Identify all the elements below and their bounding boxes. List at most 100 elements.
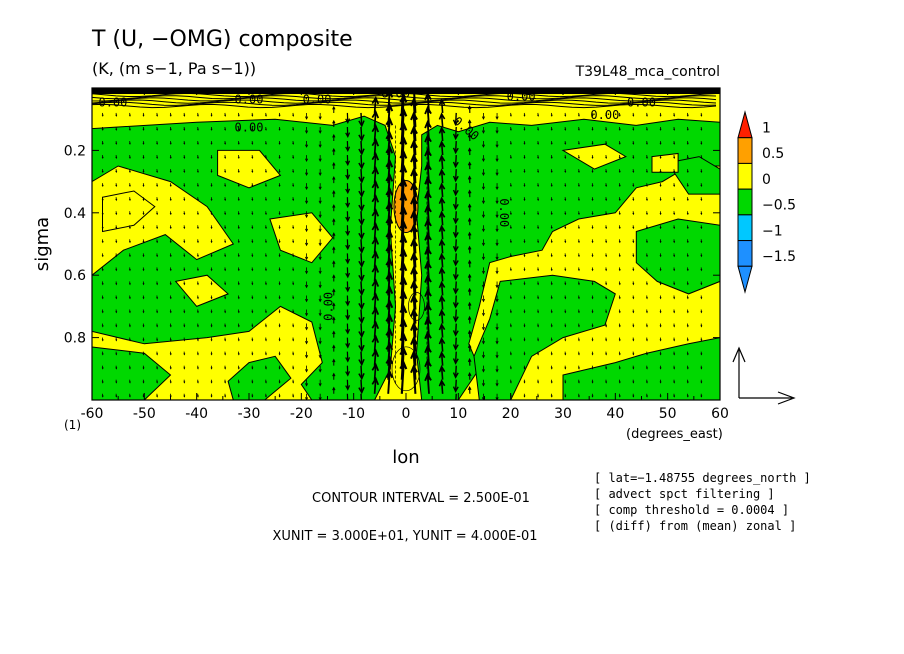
wind-vector-398: [345, 393, 351, 400]
x-tick-label-12: 60: [711, 406, 729, 422]
wind-vector-445: [385, 144, 394, 170]
wind-vector-904: [686, 126, 689, 131]
wind-vector-864: [659, 155, 662, 159]
wind-vector-697: [550, 169, 553, 174]
wind-vector-62: [128, 393, 131, 398]
wind-vector-763: [591, 211, 594, 216]
zero-pocket-1: [217, 149, 282, 189]
wind-vector-540: [438, 308, 446, 324]
wind-vector-73: [142, 253, 145, 258]
wind-vector-29: [115, 225, 118, 230]
x-tick-label-7: 10: [449, 406, 467, 422]
wind-vector-890: [673, 225, 676, 230]
wind-vector-911: [686, 225, 689, 230]
x-tick-label-10: 40: [606, 406, 624, 422]
wind-vector-452: [385, 243, 394, 268]
wind-vector-831: [632, 281, 635, 286]
colorbar-label-1: 0.5: [762, 146, 784, 162]
wind-vector-421: [371, 109, 380, 128]
wind-vector-439: [371, 362, 380, 380]
wind-vector-391: [345, 295, 351, 307]
wind-vector-746: [577, 267, 580, 272]
wind-vector-382: [345, 169, 351, 181]
wind-vector-132: [183, 197, 186, 202]
wind-vector-140: [183, 309, 186, 314]
wind-vector-364: [332, 204, 336, 212]
wind-vector-917: [686, 309, 689, 314]
wind-vector-621: [495, 281, 499, 289]
wind-vector-427: [371, 194, 380, 212]
wind-vector-919: [686, 337, 689, 342]
wind-vector-728: [564, 309, 567, 314]
wind-vector-932: [700, 225, 703, 230]
wind-vector-912: [686, 239, 689, 244]
wind-vector-362: [332, 176, 336, 184]
wind-vector-654: [523, 155, 526, 159]
wind-vector-619: [495, 253, 499, 261]
wind-vector-852: [645, 281, 648, 286]
wind-vector-90: [156, 197, 159, 202]
wind-vector-942: [700, 365, 703, 370]
wind-vector-70: [142, 211, 145, 216]
wind-vector-536: [438, 252, 446, 268]
info-line-threshold: [ comp threshold = 0.0004 ]: [594, 503, 789, 517]
wind-vector-3: [101, 155, 104, 159]
wind-vector-116: [169, 267, 172, 272]
wind-vector-549: [452, 155, 459, 169]
wind-vector-411: [358, 281, 365, 297]
x-tick-label-6: 0: [402, 406, 411, 422]
wind-vector-252: [264, 112, 267, 117]
wind-vector-765: [591, 239, 594, 244]
wind-vector-206: [224, 351, 227, 356]
wind-vector-120: [169, 323, 172, 328]
wind-vector-377: [332, 386, 336, 394]
wind-vector-58: [128, 337, 131, 342]
wind-vector-28: [115, 211, 118, 216]
wind-vector-766: [591, 253, 594, 258]
wind-vector-894: [673, 281, 676, 286]
zero-pocket-3: [174, 274, 230, 307]
wind-vector-131: [183, 183, 186, 188]
wind-vector-440: [371, 376, 380, 394]
wind-vector-138: [183, 281, 186, 286]
wind-vector-733: [564, 379, 567, 384]
info-block: [ lat=−1.48755 degrees_north ] [ advect …: [594, 471, 811, 533]
wind-vector-395: [345, 351, 351, 363]
wind-vector-758: [591, 141, 594, 145]
wind-vector-330: [305, 323, 309, 331]
top-contour-line-4: [92, 101, 717, 106]
wind-vector-184: [210, 337, 213, 342]
wind-vector-280: [278, 211, 281, 216]
wind-vector-110: [169, 183, 172, 188]
wind-vector-118: [169, 295, 172, 300]
x-tick-label-11: 50: [659, 406, 677, 422]
wind-vector-668: [523, 351, 526, 356]
wind-vector-329: [305, 309, 309, 317]
wind-vector-918: [686, 323, 689, 328]
wind-vector-179: [210, 267, 213, 272]
wind-vector-256: [264, 169, 267, 174]
wind-vector-802: [618, 169, 621, 174]
wind-vector-198: [224, 239, 227, 244]
wind-vector-933: [700, 239, 703, 244]
wind-vector-563: [452, 351, 459, 365]
wind-vector-451: [385, 229, 394, 254]
wind-vector-148: [196, 126, 199, 131]
wind-vector-920: [686, 351, 689, 356]
wind-vector-732: [564, 365, 567, 370]
wind-vector-757: [591, 126, 594, 131]
lower-contour-loop: [391, 346, 421, 392]
wind-vector-225: [237, 323, 240, 328]
wind-vector-832: [632, 295, 635, 300]
wind-vector-709: [550, 337, 553, 342]
wind-vector-564: [452, 365, 459, 379]
wind-vector-804: [618, 197, 621, 202]
wind-vector-180: [210, 281, 213, 286]
y-axis-label: sigma: [32, 217, 53, 271]
wind-vector-458: [385, 327, 394, 352]
wind-vector-80: [142, 351, 145, 356]
wind-vector-412: [358, 295, 365, 311]
run-label: T39L48_mca_control: [575, 64, 720, 80]
wind-vector-33: [115, 281, 118, 286]
wind-vector-286: [278, 295, 281, 300]
